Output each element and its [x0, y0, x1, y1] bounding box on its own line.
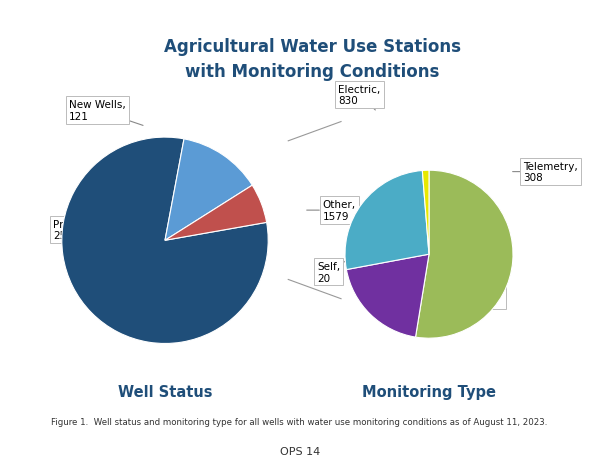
- Text: Figure 1.  Well status and monitoring type for all wells with water use monitori: Figure 1. Well status and monitoring typ…: [51, 417, 547, 426]
- Text: Telemetry,
308: Telemetry, 308: [512, 162, 578, 183]
- Wedge shape: [165, 186, 266, 241]
- Wedge shape: [346, 255, 429, 338]
- Text: Well Status: Well Status: [118, 384, 212, 399]
- Wedge shape: [422, 171, 429, 255]
- Wedge shape: [165, 139, 252, 241]
- Wedge shape: [62, 138, 268, 344]
- Text: Monitoring Type: Monitoring Type: [362, 384, 496, 399]
- Text: New Wells,
121: New Wells, 121: [69, 100, 143, 126]
- Text: OPS 14: OPS 14: [280, 446, 320, 457]
- Text: Other,
1579: Other, 1579: [307, 200, 356, 221]
- Wedge shape: [345, 171, 429, 270]
- Text: Self,
20: Self, 20: [317, 249, 365, 283]
- Text: Revisit,
421: Revisit, 421: [460, 269, 503, 306]
- Text: Electric,
830: Electric, 830: [338, 85, 380, 111]
- Wedge shape: [416, 171, 513, 338]
- Text: Agricultural Water Use Stations
with Monitoring Conditions: Agricultural Water Use Stations with Mon…: [163, 38, 461, 81]
- Text: Proposed,
256: Proposed, 256: [53, 219, 122, 241]
